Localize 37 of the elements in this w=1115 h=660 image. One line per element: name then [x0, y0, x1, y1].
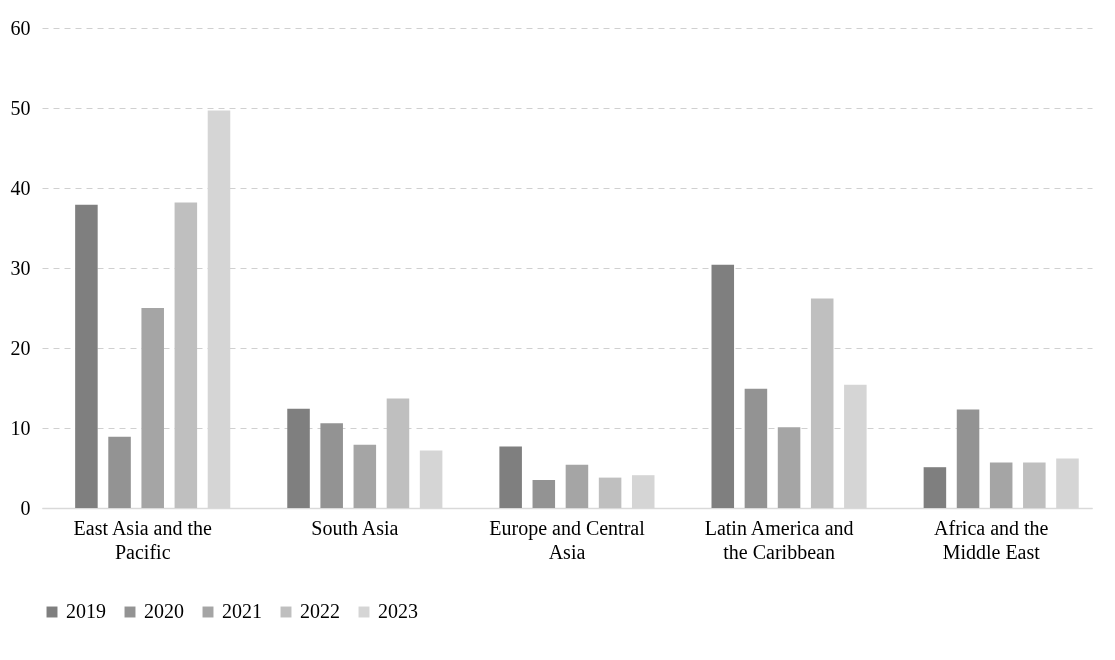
legend-label: 2021: [222, 600, 262, 622]
bar: [75, 204, 98, 508]
legend-label: 2019: [66, 600, 106, 622]
x-tick-label: Africa and the Middle East: [934, 516, 1049, 563]
y-tick-label: 0: [20, 496, 31, 519]
bar: [744, 388, 768, 508]
bar: [353, 444, 377, 508]
bar: [923, 467, 947, 508]
y-tick-label: 10: [10, 416, 31, 439]
y-tick-label: 60: [10, 16, 31, 39]
bar: [108, 436, 131, 508]
bar: [386, 398, 410, 508]
y-tick-label: 40: [10, 176, 31, 199]
bar: [598, 477, 622, 508]
bar: [989, 462, 1013, 508]
legend-label: 2023: [378, 600, 418, 622]
x-tick-label: South Asia: [311, 516, 399, 539]
y-tick-label: 30: [10, 256, 31, 279]
bar: [777, 427, 801, 508]
bar: [956, 409, 980, 508]
bar: [174, 202, 198, 508]
bar: [141, 308, 164, 508]
x-tick-label: Latin America and the Caribbean: [704, 516, 854, 563]
y-tick-label: 50: [10, 96, 31, 119]
bar: [320, 423, 343, 508]
bar: [499, 446, 522, 508]
bar: [287, 408, 310, 508]
bar: [810, 298, 834, 508]
bar: [711, 264, 735, 508]
legend-label: 2022: [300, 600, 340, 622]
x-tick-label: Europe and Central Asia: [489, 516, 646, 563]
bar: [1023, 462, 1046, 508]
bar: [565, 464, 589, 508]
x-tick-label: East Asia and the Pacific: [73, 516, 213, 563]
y-tick-label: 20: [10, 336, 31, 359]
bar: [532, 480, 556, 508]
legend-label: 2020: [144, 600, 184, 622]
